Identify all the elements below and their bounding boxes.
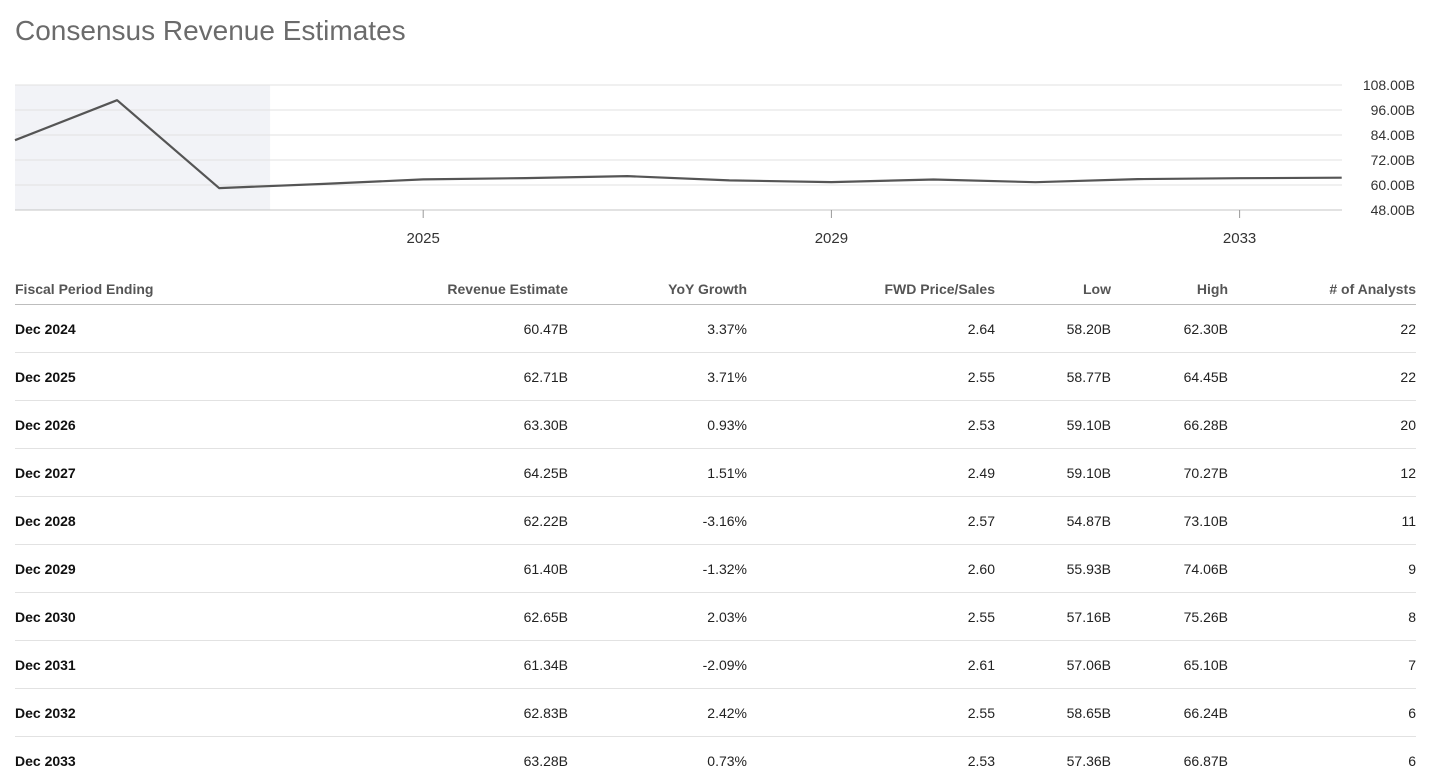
header-num-analysts[interactable]: # of Analysts (1228, 274, 1416, 305)
cell-num-analysts: 7 (1228, 641, 1416, 689)
cell-num-analysts: 11 (1228, 497, 1416, 545)
cell-low: 57.16B (995, 593, 1111, 641)
cell-high: 65.10B (1111, 641, 1228, 689)
cell-revenue-estimate: 61.34B (292, 641, 568, 689)
cell-revenue-estimate: 62.83B (292, 689, 568, 737)
cell-revenue-estimate: 62.65B (292, 593, 568, 641)
cell-fwd-price-sales: 2.61 (747, 641, 995, 689)
y-tick-label: 60.00B (1371, 177, 1415, 193)
header-fwd-price-sales[interactable]: FWD Price/Sales (747, 274, 995, 305)
y-tick-label: 48.00B (1371, 202, 1415, 218)
cell-num-analysts: 20 (1228, 401, 1416, 449)
cell-fwd-price-sales: 2.53 (747, 401, 995, 449)
cell-fiscal-period: Dec 2027 (15, 449, 292, 497)
cell-fiscal-period: Dec 2025 (15, 353, 292, 401)
cell-num-analysts: 6 (1228, 689, 1416, 737)
cell-fiscal-period: Dec 2031 (15, 641, 292, 689)
cell-revenue-estimate: 64.25B (292, 449, 568, 497)
cell-yoy-growth: 2.42% (568, 689, 747, 737)
cell-high: 74.06B (1111, 545, 1228, 593)
cell-fwd-price-sales: 2.55 (747, 593, 995, 641)
cell-yoy-growth: -2.09% (568, 641, 747, 689)
revenue-chart: 108.00B 96.00B 84.00B 72.00B 60.00B 48.00B 202… (0, 70, 1439, 260)
cell-revenue-estimate: 62.22B (292, 497, 568, 545)
x-tick-label: 2025 (407, 230, 440, 247)
cell-num-analysts: 9 (1228, 545, 1416, 593)
cell-high: 70.27B (1111, 449, 1228, 497)
cell-low: 55.93B (995, 545, 1111, 593)
cell-high: 75.26B (1111, 593, 1228, 641)
y-tick-label: 72.00B (1371, 152, 1415, 168)
cell-low: 54.87B (995, 497, 1111, 545)
cell-revenue-estimate: 63.30B (292, 401, 568, 449)
header-yoy-growth[interactable]: YoY Growth (568, 274, 747, 305)
cell-fwd-price-sales: 2.57 (747, 497, 995, 545)
cell-low: 57.06B (995, 641, 1111, 689)
x-tick-label: 2029 (815, 230, 848, 247)
cell-fwd-price-sales: 2.55 (747, 353, 995, 401)
cell-low: 59.10B (995, 449, 1111, 497)
cell-fiscal-period: Dec 2024 (15, 305, 292, 353)
cell-high: 73.10B (1111, 497, 1228, 545)
page-title: Consensus Revenue Estimates (15, 15, 406, 47)
cell-fiscal-period: Dec 2028 (15, 497, 292, 545)
cell-yoy-growth: -1.32% (568, 545, 747, 593)
header-high[interactable]: High (1111, 274, 1228, 305)
cell-yoy-growth: 3.71% (568, 353, 747, 401)
cell-num-analysts: 12 (1228, 449, 1416, 497)
cell-fwd-price-sales: 2.64 (747, 305, 995, 353)
cell-num-analysts: 8 (1228, 593, 1416, 641)
header-revenue-estimate[interactable]: Revenue Estimate (292, 274, 568, 305)
cell-revenue-estimate: 62.71B (292, 353, 568, 401)
y-tick-label: 84.00B (1371, 127, 1415, 143)
y-tick-label: 96.00B (1371, 102, 1415, 118)
cell-low: 58.20B (995, 305, 1111, 353)
y-tick-label: 108.00B (1363, 77, 1415, 93)
cell-low: 58.77B (995, 353, 1111, 401)
cell-yoy-growth: 2.03% (568, 593, 747, 641)
cell-fiscal-period: Dec 2026 (15, 401, 292, 449)
cell-fiscal-period: Dec 2029 (15, 545, 292, 593)
cell-num-analysts: 22 (1228, 353, 1416, 401)
cell-low: 58.65B (995, 689, 1111, 737)
historical-shade (15, 85, 270, 210)
cell-yoy-growth: 1.51% (568, 449, 747, 497)
cell-high: 66.24B (1111, 689, 1228, 737)
cell-fwd-price-sales: 2.49 (747, 449, 995, 497)
cell-fiscal-period: Dec 2032 (15, 689, 292, 737)
cell-yoy-growth: -3.16% (568, 497, 747, 545)
cell-yoy-growth: 3.37% (568, 305, 747, 353)
cell-revenue-estimate: 61.40B (292, 545, 568, 593)
cell-high: 64.45B (1111, 353, 1228, 401)
cell-fwd-price-sales: 2.55 (747, 689, 995, 737)
cell-yoy-growth: 0.93% (568, 401, 747, 449)
x-tick-label: 2033 (1223, 230, 1256, 247)
table-header-row: Fiscal Period Ending Revenue Estimate Yo… (15, 274, 1416, 305)
header-low[interactable]: Low (995, 274, 1111, 305)
cell-high: 62.30B (1111, 305, 1228, 353)
cell-revenue-estimate: 60.47B (292, 305, 568, 353)
header-fiscal-period[interactable]: Fiscal Period Ending (15, 274, 292, 305)
cell-fiscal-period: Dec 2030 (15, 593, 292, 641)
cell-num-analysts: 22 (1228, 305, 1416, 353)
cell-high: 66.28B (1111, 401, 1228, 449)
cell-fwd-price-sales: 2.60 (747, 545, 995, 593)
cell-low: 59.10B (995, 401, 1111, 449)
estimates-table: Fiscal Period Ending Revenue Estimate Yo… (15, 274, 1416, 784)
